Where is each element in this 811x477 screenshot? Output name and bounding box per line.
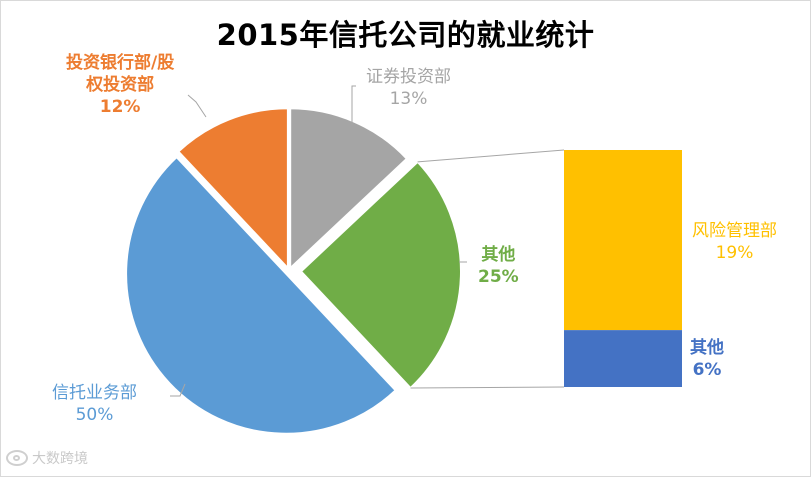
pie-slice-2 (125, 155, 398, 435)
leader-line-3 (170, 383, 186, 397)
label-ibank-name-1: 投资银行部/股 (66, 53, 175, 73)
label-trust: 信托业务部 50% (52, 382, 137, 426)
label-securities-pct: 13% (389, 89, 428, 109)
breakout-segment-1 (564, 330, 682, 387)
label-other-bar-name: 其他 (690, 338, 724, 358)
label-ibank: 投资银行部/股 权投资部 12% (66, 52, 174, 118)
label-other-slice-pct: 25% (478, 267, 519, 287)
label-other-bar-pct: 6% (692, 360, 722, 380)
label-other-bar: 其他 6% (690, 337, 724, 381)
label-trust-pct: 50% (75, 405, 114, 425)
label-trust-name: 信托业务部 (52, 383, 137, 403)
label-risk-name: 风险管理部 (692, 221, 777, 241)
pie-slice-3 (176, 107, 289, 271)
chart-title: 2015年信托公司的就业统计 (216, 18, 595, 52)
label-risk: 风险管理部 19% (692, 220, 777, 264)
watermark: 大数跨境 (6, 448, 88, 468)
leader-line-1 (187, 94, 207, 118)
label-other-slice-name: 其他 (481, 245, 516, 265)
watermark-text: 大数跨境 (32, 451, 88, 467)
label-other-slice: 其他 25% (478, 244, 519, 288)
breakout-segment-0 (564, 150, 682, 331)
label-securities: 证券投资部 13% (366, 66, 451, 110)
pie-slice-1 (299, 160, 462, 390)
label-ibank-name-2: 权投资部 (86, 75, 155, 95)
connector-line-bottom (410, 386, 565, 389)
leader-line-0 (351, 85, 356, 125)
connector-line-top (417, 149, 565, 163)
watermark-logo-icon (6, 450, 28, 466)
label-risk-pct: 19% (715, 243, 754, 263)
pie-slice-0 (289, 107, 409, 271)
label-ibank-pct: 12% (99, 97, 141, 117)
label-securities-name: 证券投资部 (366, 67, 451, 87)
